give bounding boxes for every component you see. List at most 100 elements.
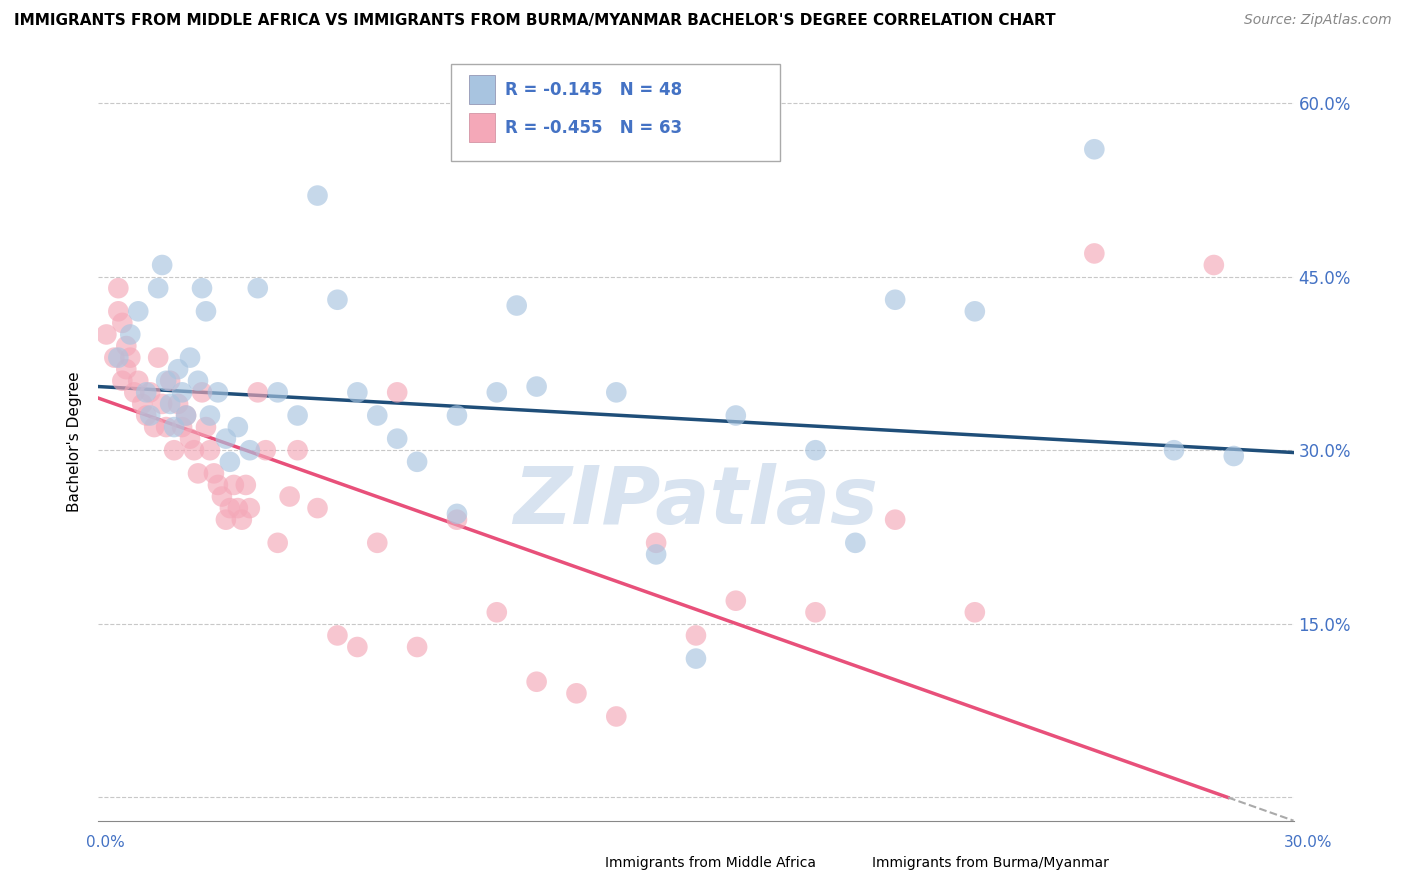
Point [963, 304, 986, 318]
Point [115, 339, 138, 353]
Point [246, 385, 269, 400]
FancyBboxPatch shape [569, 853, 595, 874]
Point [645, 548, 668, 562]
Point [172, 385, 194, 400]
Point [198, 443, 221, 458]
Point [1202, 258, 1225, 272]
Point [884, 293, 907, 307]
Point [446, 507, 468, 521]
Y-axis label: Bachelor's Degree: Bachelor's Degree [67, 371, 83, 512]
Text: R = -0.455   N = 63: R = -0.455 N = 63 [505, 119, 682, 136]
Point [884, 513, 907, 527]
Point [485, 605, 508, 619]
Point [202, 467, 225, 481]
Point [385, 432, 409, 446]
Point [207, 385, 229, 400]
Point [526, 379, 548, 393]
Point [1223, 449, 1246, 463]
Text: Immigrants from Middle Africa: Immigrants from Middle Africa [605, 856, 815, 871]
Point [107, 304, 129, 318]
Point [150, 397, 173, 411]
Point [135, 385, 157, 400]
Point [366, 536, 388, 550]
Point [326, 628, 349, 642]
Point [198, 409, 221, 423]
Point [1083, 142, 1105, 156]
Point [239, 443, 262, 458]
Point [485, 385, 508, 400]
Point [183, 443, 205, 458]
Point [267, 385, 290, 400]
Point [107, 351, 129, 365]
Point [235, 478, 257, 492]
Point [645, 536, 668, 550]
Point [605, 709, 627, 723]
Point [159, 397, 181, 411]
Point [724, 593, 747, 607]
Point [1083, 246, 1105, 260]
Point [174, 409, 197, 423]
Point [124, 385, 146, 400]
Point [565, 686, 588, 700]
Point [506, 299, 529, 313]
FancyBboxPatch shape [837, 853, 862, 874]
Point [167, 397, 190, 411]
Point [366, 409, 388, 423]
Point [231, 513, 253, 527]
Point [103, 351, 125, 365]
Point [215, 513, 238, 527]
Point [685, 651, 707, 665]
Point [215, 432, 238, 446]
Point [111, 374, 134, 388]
Point [159, 374, 181, 388]
Point [191, 385, 214, 400]
Point [155, 420, 177, 434]
Point [526, 674, 548, 689]
Point [307, 188, 329, 202]
Point [222, 478, 245, 492]
Point [107, 281, 129, 295]
Point [226, 501, 249, 516]
Point [115, 362, 138, 376]
Point [605, 385, 627, 400]
Point [155, 374, 177, 388]
Point [1163, 443, 1185, 458]
Point [685, 628, 707, 642]
Point [287, 409, 309, 423]
Point [167, 362, 190, 376]
Point [127, 304, 149, 318]
Point [406, 455, 429, 469]
Point [254, 443, 277, 458]
Point [139, 385, 162, 400]
Point [278, 490, 301, 504]
Point [150, 258, 173, 272]
Point [804, 605, 827, 619]
Point [219, 455, 242, 469]
Point [385, 385, 409, 400]
Point [187, 374, 209, 388]
Point [406, 640, 429, 654]
Point [844, 536, 866, 550]
Point [163, 443, 186, 458]
Point [346, 385, 368, 400]
Point [96, 327, 118, 342]
Text: 30.0%: 30.0% [1284, 836, 1331, 850]
Point [287, 443, 309, 458]
Point [143, 420, 166, 434]
Point [207, 478, 229, 492]
Point [191, 281, 214, 295]
Point [179, 351, 201, 365]
Point [172, 420, 194, 434]
Point [111, 316, 134, 330]
Point [804, 443, 827, 458]
Point [174, 409, 197, 423]
Point [246, 281, 269, 295]
Point [963, 605, 986, 619]
Point [120, 327, 142, 342]
Text: R = -0.145   N = 48: R = -0.145 N = 48 [505, 81, 682, 99]
Point [148, 351, 170, 365]
Text: Source: ZipAtlas.com: Source: ZipAtlas.com [1244, 13, 1392, 28]
Point [195, 304, 218, 318]
Text: Immigrants from Burma/Myanmar: Immigrants from Burma/Myanmar [872, 856, 1108, 871]
FancyBboxPatch shape [470, 113, 495, 142]
